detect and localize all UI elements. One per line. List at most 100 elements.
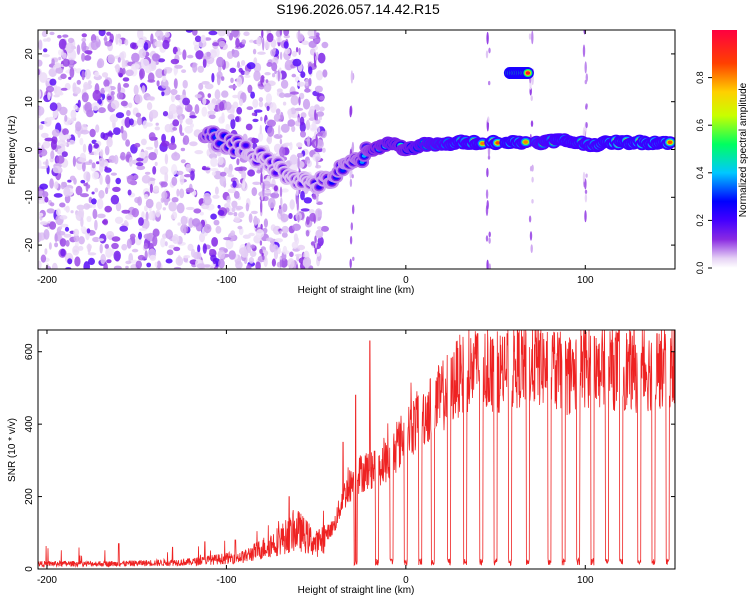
noise-cell — [40, 132, 49, 138]
noise-cell — [161, 191, 168, 200]
noise-cell — [117, 82, 121, 93]
noise-cell — [113, 265, 122, 269]
streak-cell — [350, 70, 354, 84]
noise-cell — [120, 100, 128, 107]
streak-cell — [585, 122, 588, 129]
noise-cell — [104, 41, 113, 47]
streak-cell — [486, 167, 489, 178]
noise-cell — [180, 132, 185, 136]
noise-cell — [154, 161, 158, 167]
noise-cell — [138, 48, 147, 59]
signal-cell — [243, 143, 249, 148]
noise-cell — [273, 185, 278, 192]
noise-cell — [171, 176, 178, 186]
noise-cell — [307, 159, 311, 164]
streak-cell — [315, 55, 318, 61]
noise-cell — [81, 52, 86, 62]
noise-cell — [179, 174, 185, 186]
noise-cell — [309, 105, 316, 115]
noise-cell — [77, 99, 81, 108]
noise-cell — [194, 94, 202, 99]
noise-cell — [231, 49, 240, 58]
noise-cell — [62, 58, 70, 67]
noise-cell — [127, 189, 132, 196]
noise-cell — [204, 37, 212, 41]
noise-cell — [138, 231, 142, 240]
streak-cell — [528, 215, 532, 223]
streak-cell — [488, 231, 491, 238]
streak-cell — [279, 186, 283, 198]
noise-cell — [316, 111, 325, 117]
x-tick-label: 100 — [577, 275, 594, 286]
noise-cell — [170, 94, 176, 103]
noise-cell — [291, 50, 297, 57]
noise-cell — [38, 232, 42, 243]
noise-cell — [221, 90, 229, 98]
noise-cell — [300, 112, 307, 119]
noise-cell — [124, 39, 129, 46]
noise-cell — [154, 126, 160, 131]
noise-cell — [58, 56, 62, 61]
streak-cell — [528, 33, 532, 40]
noise-cell — [218, 40, 226, 48]
noise-cell — [64, 134, 72, 140]
noise-cell — [65, 42, 74, 54]
noise-cell — [139, 151, 146, 159]
noise-cell — [208, 30, 218, 36]
noise-cell — [152, 53, 160, 62]
noise-cell — [290, 94, 299, 106]
noise-cell — [104, 145, 110, 156]
noise-cell — [174, 64, 183, 69]
noise-cell — [264, 39, 270, 50]
noise-cell — [195, 222, 203, 232]
noise-cell — [134, 94, 143, 104]
noise-cell — [248, 232, 255, 237]
x-tick-label: -200 — [37, 575, 57, 586]
noise-cell — [308, 40, 317, 49]
streak-cell — [486, 200, 489, 210]
noise-cell — [96, 161, 100, 165]
noise-cell — [308, 66, 313, 75]
noise-cell — [114, 216, 124, 224]
noise-cell — [268, 197, 276, 209]
noise-cell — [226, 199, 231, 207]
noise-cell — [64, 114, 68, 122]
noise-cell — [83, 203, 91, 210]
noise-cell — [106, 31, 112, 36]
noise-cell — [185, 163, 192, 172]
noise-cell — [258, 97, 264, 102]
noise-cell — [250, 210, 258, 215]
noise-cell — [146, 96, 155, 101]
streak-cell — [582, 44, 586, 58]
streak-cell — [531, 176, 534, 183]
noise-cell — [281, 225, 289, 234]
noise-cell — [129, 233, 136, 239]
streak-cell — [584, 189, 588, 194]
streak-cell — [584, 210, 587, 223]
noise-cell — [59, 202, 66, 208]
noise-cell — [43, 229, 50, 240]
noise-cell — [289, 141, 293, 151]
noise-cell — [58, 38, 67, 50]
noise-cell — [115, 63, 120, 73]
noise-cell — [296, 152, 304, 158]
noise-cell — [246, 62, 256, 70]
noise-cell — [88, 257, 95, 265]
noise-cell — [272, 73, 276, 78]
noise-cell — [233, 190, 240, 199]
noise-cell — [297, 244, 306, 251]
noise-cell — [99, 157, 105, 167]
noise-cell — [170, 135, 176, 145]
streak-cell — [262, 37, 265, 51]
noise-cell — [279, 92, 286, 98]
signal-cell — [667, 140, 673, 145]
noise-cell — [279, 146, 286, 158]
noise-cell — [201, 167, 211, 171]
noise-cell — [131, 52, 140, 63]
noise-cell — [49, 78, 57, 86]
streak-cell — [485, 235, 489, 242]
noise-cell — [218, 258, 225, 269]
noise-cell — [125, 260, 132, 265]
noise-cell — [145, 146, 154, 150]
x-tick-label: -200 — [37, 275, 57, 286]
